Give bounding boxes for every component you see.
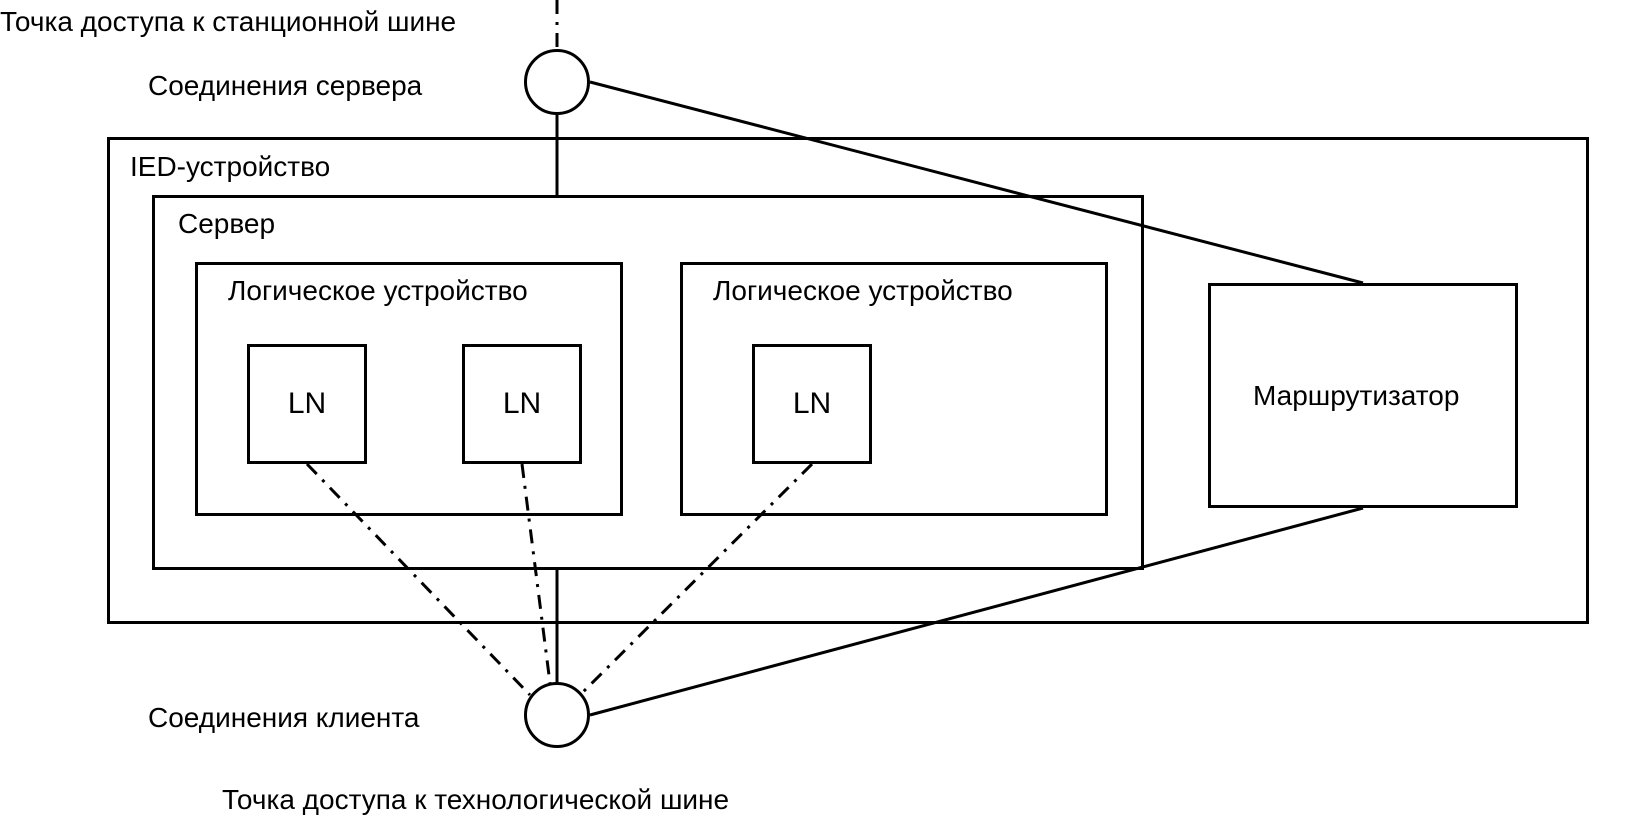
ln-box-2: LN [462,344,582,464]
logical-device-2-label: Логическое устройство [713,275,1013,307]
ied-device-label: IED-устройство [130,151,330,183]
ln-label-2: LN [503,387,541,421]
title-top-label: Точка доступа к станционной шине [0,6,456,38]
ln-label-3: LN [793,387,831,421]
server-label: Сервер [178,208,275,240]
ln-label-1: LN [288,387,326,421]
title-bottom-label: Точка доступа к технологической шине [222,784,729,816]
access-point-top-icon [524,49,590,115]
router-label: Маршрутизатор [1253,380,1459,412]
access-point-bottom-icon [524,682,590,748]
logical-device-1-label: Логическое устройство [228,275,528,307]
ln-box-3: LN [752,344,872,464]
client-connections-label: Соединения клиента [148,702,419,734]
server-connections-label: Соединения сервера [148,70,422,102]
ln-box-1: LN [247,344,367,464]
